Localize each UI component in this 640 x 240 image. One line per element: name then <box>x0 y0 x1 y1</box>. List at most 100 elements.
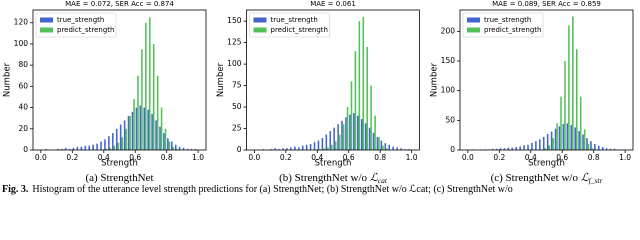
bar <box>108 136 110 150</box>
bar <box>178 146 181 150</box>
bar <box>590 141 592 150</box>
x-tick-label: 0.4 <box>98 153 110 162</box>
bar <box>152 43 155 150</box>
bar <box>566 123 569 150</box>
bar <box>546 133 549 150</box>
bar <box>562 123 565 150</box>
bar <box>392 146 394 150</box>
y-tick-label: 200 <box>441 26 456 35</box>
bar <box>388 144 391 150</box>
bar <box>100 141 102 150</box>
bar <box>337 124 339 150</box>
bar <box>139 105 142 150</box>
bar <box>121 137 124 150</box>
bar <box>353 113 355 150</box>
bar <box>564 61 566 150</box>
bar <box>511 147 514 150</box>
bar <box>286 148 288 150</box>
bar <box>594 144 596 150</box>
x-tick-label: 0.8 <box>588 153 600 162</box>
bar <box>568 25 570 150</box>
bar <box>171 141 173 150</box>
bar <box>605 148 608 150</box>
bar <box>382 145 384 150</box>
subcaption: (b) StrengthNet w/o ℒcat <box>279 172 388 185</box>
bar <box>386 148 388 150</box>
subcaption-text: (c) StrengthNet w/o <box>491 172 581 184</box>
y-tick-label: 150 <box>227 16 242 25</box>
bar <box>186 148 189 150</box>
bar <box>127 116 130 150</box>
y-tick-label: 100 <box>441 86 456 95</box>
bar <box>374 115 376 150</box>
bar <box>96 143 98 150</box>
bar <box>80 146 83 150</box>
bar <box>309 143 312 150</box>
plot-frame <box>246 9 420 151</box>
bar <box>341 120 343 150</box>
bar <box>123 120 126 150</box>
x-tick-label: 0.8 <box>161 153 173 162</box>
x-tick-label: 0.4 <box>311 153 323 162</box>
x-axis-label: Strength <box>315 159 352 169</box>
bar <box>574 127 576 150</box>
y-tick-label: 0 <box>450 145 455 154</box>
bar <box>112 133 114 150</box>
y-tick-label: 150 <box>441 56 456 65</box>
bar <box>290 147 292 150</box>
bar <box>313 142 316 150</box>
y-tick-label: 20 <box>18 124 28 133</box>
caption-text: Histogram of the utterance level strengt… <box>32 184 512 195</box>
bar <box>586 138 588 150</box>
bar <box>542 136 545 150</box>
bar <box>159 126 161 150</box>
legend-swatch <box>467 17 480 23</box>
subcaption-subscript: f_str <box>589 176 603 185</box>
bar <box>182 147 185 150</box>
bar <box>364 123 367 150</box>
bar <box>76 146 79 150</box>
bar <box>609 148 612 150</box>
y-tick-label: 0 <box>237 145 242 154</box>
bar <box>56 148 59 150</box>
caption-label: Fig. 3. <box>2 184 29 195</box>
bar <box>349 114 351 150</box>
bar <box>366 46 368 151</box>
bar <box>350 81 353 150</box>
bar <box>376 137 379 150</box>
bar <box>346 107 349 150</box>
bar <box>163 133 165 150</box>
bar <box>368 127 371 150</box>
bar <box>45 148 47 150</box>
y-tick-label: 100 <box>14 39 29 48</box>
plot-frame <box>459 9 634 151</box>
y-tick-label: 50 <box>445 115 455 124</box>
x-tick-label: 0.2 <box>280 153 292 162</box>
bar <box>384 143 387 150</box>
bar <box>270 149 273 150</box>
legend-box <box>249 12 330 38</box>
x-tick-label: 0.8 <box>374 153 386 162</box>
bar <box>125 128 127 150</box>
subcaption-text: (b) StrengthNet w/o <box>279 172 370 184</box>
subcaption: (c) StrengthNet w/o ℒf_str <box>491 172 603 185</box>
figure: Fig. 3. Histogram of the utterance level … <box>2 0 634 195</box>
subcaption-text: (a) StrengthNet <box>85 172 153 184</box>
bar <box>64 147 67 150</box>
bar <box>572 16 574 151</box>
y-tick-label: 0 <box>23 145 28 154</box>
bar <box>583 129 586 150</box>
y-tick-label: 25 <box>232 124 242 133</box>
plot-frame <box>32 9 207 151</box>
y-tick-label: 80 <box>18 60 28 69</box>
bar <box>362 16 365 150</box>
bar <box>378 137 380 150</box>
bar <box>380 140 383 150</box>
bar <box>109 147 112 150</box>
legend-box <box>35 12 117 38</box>
bar <box>298 147 300 150</box>
bar <box>404 149 406 150</box>
bar <box>141 49 143 150</box>
bar <box>329 131 332 150</box>
bar <box>527 144 529 150</box>
